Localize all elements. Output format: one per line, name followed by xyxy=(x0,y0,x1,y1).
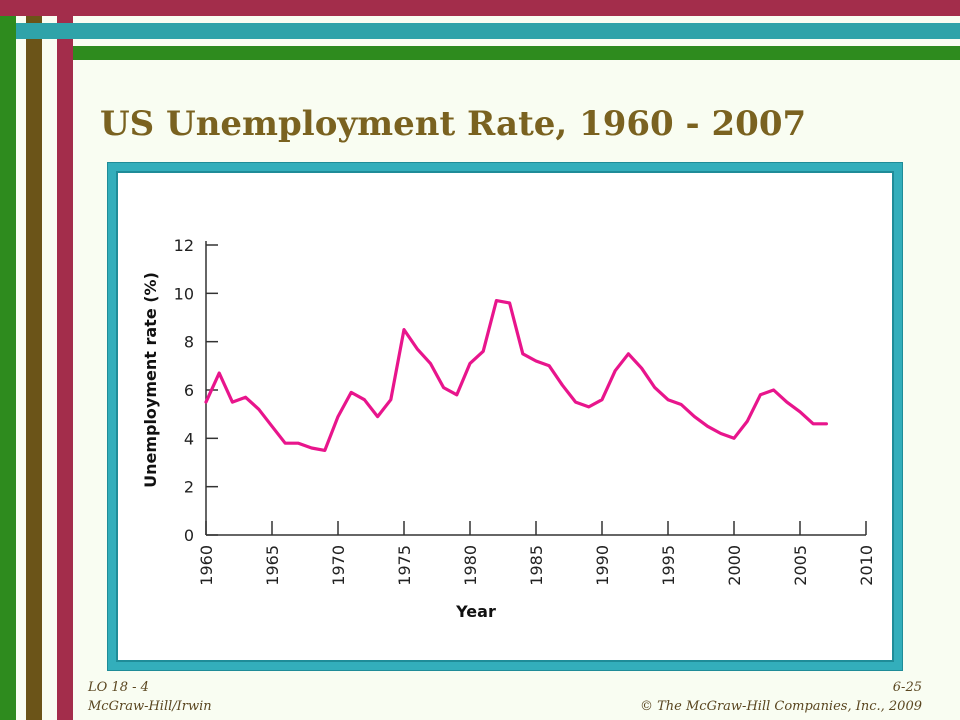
x-tick-label: 1985 xyxy=(527,545,546,586)
x-tick-label: 1995 xyxy=(659,545,678,586)
y-tick-label: 6 xyxy=(184,381,194,400)
unemployment-series-line xyxy=(204,299,828,452)
chart-axes xyxy=(205,241,866,536)
publisher-label: McGraw-Hill/Irwin xyxy=(88,699,212,714)
decorative-horizontal-bar-maroon xyxy=(0,0,960,16)
chart-ticks xyxy=(205,244,867,536)
chart-frame: 0 2 4 6 8 10 12 1960 1965 1970 1975 1980 1985 1990 199… xyxy=(108,163,902,670)
decorative-vertical-bar-brown xyxy=(26,0,42,720)
page-number: 6-25 xyxy=(892,680,922,695)
decorative-horizontal-bar-green xyxy=(73,46,960,60)
x-tick-label: 1975 xyxy=(395,545,414,586)
x-tick-label: 1980 xyxy=(461,545,480,586)
copyright-notice: © The McGraw-Hill Companies, Inc., 2009 xyxy=(639,699,922,714)
x-tick-label: 2000 xyxy=(725,545,744,586)
x-tick-label: 1990 xyxy=(593,545,612,586)
learning-objective-label: LO 18 - 4 xyxy=(88,680,149,695)
y-tick-label: 0 xyxy=(184,526,194,545)
y-axis-title: Unemployment rate (%) xyxy=(141,272,160,488)
y-tick-label: 8 xyxy=(184,333,194,352)
y-tick-label: 10 xyxy=(174,284,194,303)
y-tick-label: 2 xyxy=(184,478,194,497)
x-tick-label: 1960 xyxy=(197,545,216,586)
chart-tick-labels: 0 2 4 6 8 10 12 1960 1965 1970 1975 1980 1985 1990 199… xyxy=(174,236,876,586)
y-tick-label: 12 xyxy=(174,236,194,255)
decorative-vertical-bar-green xyxy=(0,0,16,720)
x-tick-label: 2010 xyxy=(857,545,876,586)
unemployment-line-chart: 0 2 4 6 8 10 12 1960 1965 1970 1975 1980 1985 1990 199… xyxy=(141,236,876,621)
x-tick-label: 1970 xyxy=(329,545,348,586)
decorative-horizontal-bar-teal xyxy=(16,23,960,39)
x-axis-title: Year xyxy=(455,602,496,621)
x-tick-label: 1965 xyxy=(263,545,282,586)
x-tick-label: 2005 xyxy=(791,545,810,586)
y-tick-label: 4 xyxy=(184,429,194,448)
slide-title: US Unemployment Rate, 1960 - 2007 xyxy=(100,104,807,144)
decorative-vertical-bar-maroon xyxy=(57,0,73,720)
